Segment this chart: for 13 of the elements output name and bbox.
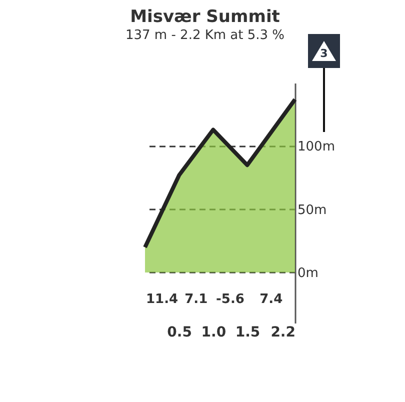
annotation: 11.4 bbox=[146, 292, 178, 307]
chart-subtitle: 137 m - 2.2 Km at 5.3 % bbox=[125, 28, 285, 43]
annotation: -5.6 bbox=[216, 292, 244, 307]
y-tick-label: 50m bbox=[298, 202, 327, 218]
x-tick-label: 1.5 bbox=[235, 324, 260, 340]
annotation: 7.4 bbox=[260, 292, 283, 307]
y-tick-label: 100m bbox=[298, 140, 335, 155]
annotation: 7.1 bbox=[184, 292, 208, 307]
x-tick-label: 1.0 bbox=[201, 324, 226, 340]
chart-title: Misvær Summit bbox=[130, 7, 280, 27]
x-tick-label: 0.5 bbox=[167, 324, 192, 340]
y-tick-label: 0m bbox=[298, 266, 318, 281]
x-tick-label: 2.2 bbox=[270, 324, 296, 340]
